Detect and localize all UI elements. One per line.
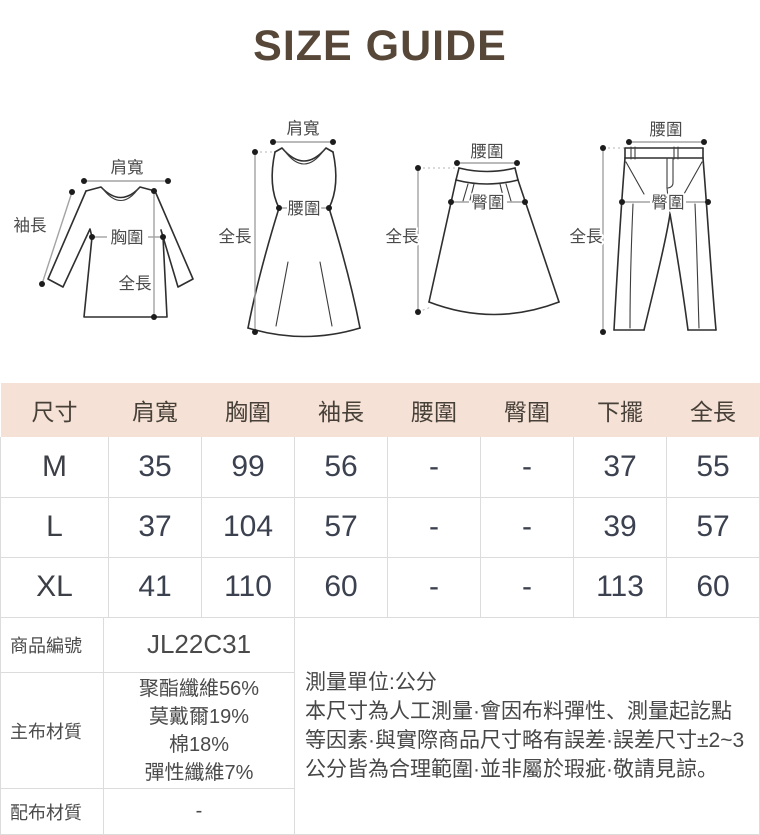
dress-outline-drawing xyxy=(248,148,360,337)
value-cell: 113 xyxy=(574,557,667,617)
value-cell: 37 xyxy=(109,497,202,557)
skirt-outline-drawing xyxy=(429,168,559,315)
full-length-label: 全長 xyxy=(386,227,420,246)
value-cell: - xyxy=(481,557,574,617)
waist-label: 腰圍 xyxy=(471,142,504,161)
header-chest: 胸圍 xyxy=(202,383,295,437)
measurement-note: 測量單位:公分 本尺寸為人工測量·會因布料彈性、測量起訖點等因素·與實際商品尺寸… xyxy=(295,618,760,835)
main-fabric-value: 聚酯纖維56% 莫戴爾19% 棉18% 彈性纖維7% xyxy=(104,673,295,789)
value-cell: - xyxy=(388,497,481,557)
waist-label: 腰圍 xyxy=(288,199,321,218)
value-cell: - xyxy=(388,437,481,497)
top-outline-drawing xyxy=(48,187,193,317)
garment-diagrams: 肩寬 袖長 胸圍 全長 xyxy=(0,100,760,360)
header-waist: 腰圍 xyxy=(388,383,481,437)
size-name: L xyxy=(1,497,109,557)
lining-fabric-label: 配布材質 xyxy=(1,789,104,835)
size-row-xl: XL 41 110 60 - - 113 60 xyxy=(1,557,760,617)
fabric-line: 棉18% xyxy=(105,731,293,759)
size-table-header-row: 尺寸 肩寬 胸圍 袖長 腰圍 臀圍 下擺 全長 xyxy=(1,383,760,437)
value-cell: 57 xyxy=(295,497,388,557)
size-row-m: M 35 99 56 - - 37 55 xyxy=(1,437,760,497)
product-code-value: JL22C31 xyxy=(104,618,295,673)
long-sleeve-top-diagram: 肩寬 袖長 胸圍 全長 xyxy=(0,100,200,360)
size-table: 尺寸 肩寬 胸圍 袖長 腰圍 臀圍 下擺 全長 M 35 99 56 - - 3… xyxy=(0,383,760,618)
value-cell: 110 xyxy=(202,557,295,617)
hip-label: 臀圍 xyxy=(472,193,505,212)
value-cell: 41 xyxy=(109,557,202,617)
value-cell: 35 xyxy=(109,437,202,497)
header-shoulder: 肩寬 xyxy=(109,383,202,437)
value-cell: 104 xyxy=(202,497,295,557)
value-cell: - xyxy=(481,437,574,497)
value-cell: - xyxy=(481,497,574,557)
value-cell: 55 xyxy=(667,437,760,497)
page-title: SIZE GUIDE xyxy=(0,0,760,100)
header-hip: 臀圍 xyxy=(481,383,574,437)
shoulder-width-label: 肩寬 xyxy=(111,158,144,177)
header-sleeve: 袖長 xyxy=(295,383,388,437)
value-cell: 37 xyxy=(574,437,667,497)
header-hem: 下擺 xyxy=(574,383,667,437)
a-line-skirt-diagram: 腰圍 臀圍 全長 xyxy=(385,100,570,360)
sleeveless-dress-diagram: 肩寬 腰圍 全長 xyxy=(200,100,385,360)
waist-measure: 腰圍 xyxy=(454,142,520,166)
full-length-measure: 全長 xyxy=(386,165,457,315)
lining-fabric-value: - xyxy=(104,789,295,835)
value-cell: 60 xyxy=(667,557,760,617)
size-row-l: L 37 104 57 - - 39 57 xyxy=(1,497,760,557)
full-length-label: 全長 xyxy=(119,274,153,293)
value-cell: 39 xyxy=(574,497,667,557)
pants-diagram: 腰圍 臀圍 全長 xyxy=(570,100,760,360)
hip-measure: 臀圍 xyxy=(448,193,528,212)
product-info-table: 商品編號 JL22C31 測量單位:公分 本尺寸為人工測量·會因布料彈性、測量起… xyxy=(0,618,760,835)
shoulder-width-label: 肩寬 xyxy=(287,119,320,138)
measurement-unit-text: 測量單位:公分 xyxy=(305,668,747,697)
full-length-label: 全長 xyxy=(570,227,603,246)
product-code-row: 商品編號 JL22C31 測量單位:公分 本尺寸為人工測量·會因布料彈性、測量起… xyxy=(1,618,760,673)
shoulder-width-measure: 肩寬 xyxy=(81,158,171,184)
value-cell: 99 xyxy=(202,437,295,497)
size-name: M xyxy=(1,437,109,497)
sleeve-length-label: 袖長 xyxy=(14,216,48,235)
shoulder-width-measure: 肩寬 xyxy=(270,119,336,145)
waist-measure: 腰圍 xyxy=(276,199,332,218)
header-length: 全長 xyxy=(667,383,760,437)
main-fabric-label: 主布材質 xyxy=(1,673,104,789)
hip-label: 臀圍 xyxy=(652,193,685,212)
pants-outline-drawing xyxy=(614,147,716,330)
fabric-line: 莫戴爾19% xyxy=(105,703,293,731)
full-length-measure: 全長 xyxy=(119,188,158,320)
fabric-line: 彈性纖維7% xyxy=(105,759,293,787)
full-length-label: 全長 xyxy=(219,227,253,246)
fabric-line: 聚酯纖維56% xyxy=(105,675,293,703)
header-size: 尺寸 xyxy=(1,383,109,437)
full-length-measure: 全長 xyxy=(219,149,274,335)
measurement-disclaimer-text: 本尺寸為人工測量·會因布料彈性、測量起訖點等因素·與實際商品尺寸略有誤差·誤差尺… xyxy=(305,697,747,784)
waist-measure: 腰圍 xyxy=(626,120,707,145)
chest-label: 胸圍 xyxy=(111,228,144,247)
product-code-label: 商品編號 xyxy=(1,618,104,673)
waist-label: 腰圍 xyxy=(650,120,683,139)
value-cell: 57 xyxy=(667,497,760,557)
value-cell: 56 xyxy=(295,437,388,497)
value-cell: - xyxy=(388,557,481,617)
size-name: XL xyxy=(1,557,109,617)
value-cell: 60 xyxy=(295,557,388,617)
